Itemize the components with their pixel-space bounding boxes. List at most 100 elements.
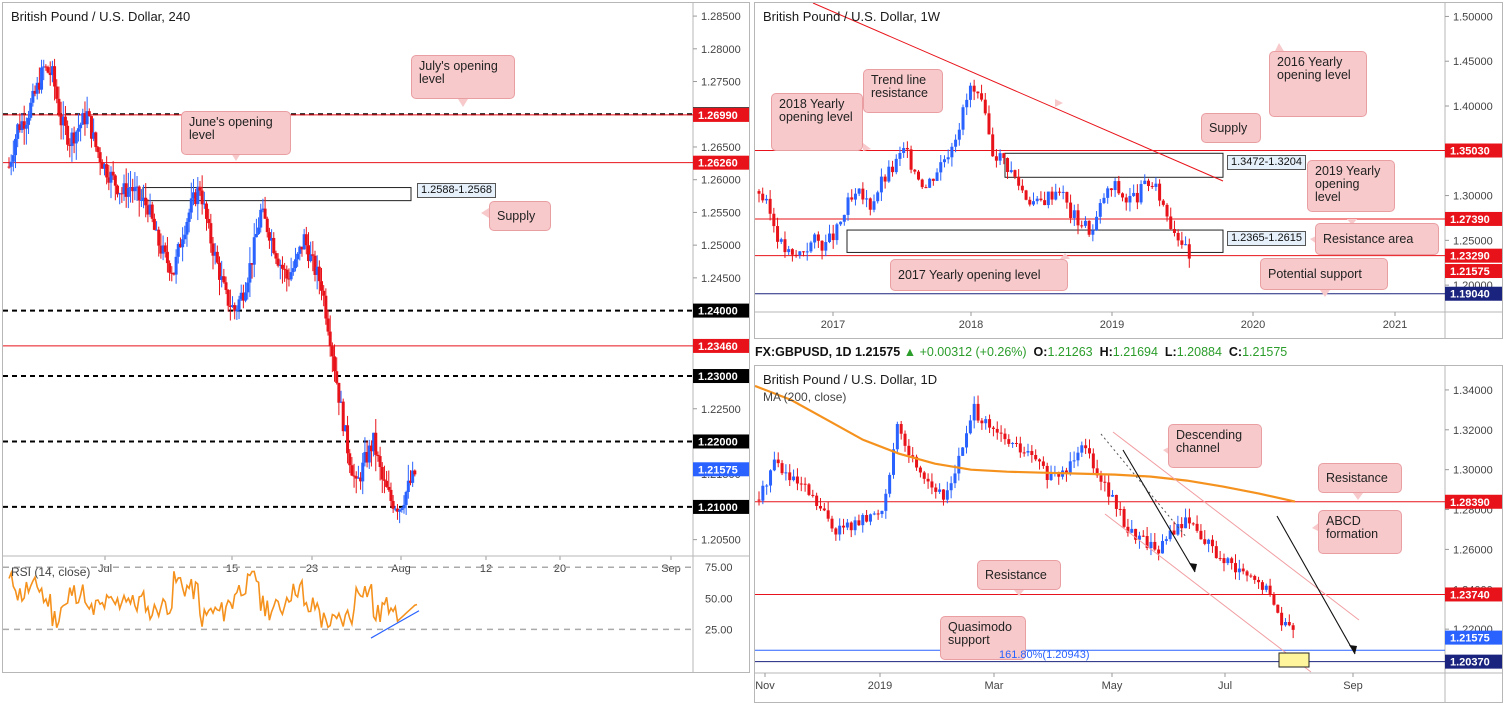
candle-body bbox=[76, 128, 80, 132]
open-value: 1.21263 bbox=[1047, 345, 1093, 359]
time-scale-label: 12 bbox=[480, 563, 492, 575]
candle-body bbox=[899, 424, 903, 434]
time-scale-label: 20 bbox=[554, 563, 566, 575]
candle-body bbox=[92, 132, 96, 139]
h4-supply-zone-label: 1.2588-1.2568 bbox=[417, 183, 496, 198]
candle-body bbox=[74, 131, 78, 144]
price-tag-bg bbox=[1445, 630, 1502, 645]
candle-body bbox=[1130, 528, 1134, 533]
candle-body bbox=[63, 116, 67, 126]
candle-body bbox=[1014, 442, 1018, 444]
price-tag-label: 1.27390 bbox=[1450, 214, 1490, 226]
candle-body bbox=[918, 467, 922, 473]
candle-body bbox=[376, 454, 380, 457]
candle-body bbox=[1145, 536, 1149, 549]
candle-body bbox=[204, 203, 208, 219]
candle-body bbox=[1043, 200, 1047, 206]
arrow-head-icon bbox=[1189, 563, 1197, 572]
y2019-annotation-pointer bbox=[1347, 219, 1357, 225]
candle-body bbox=[378, 456, 382, 467]
candle-body bbox=[1030, 451, 1034, 456]
candle-body bbox=[917, 171, 921, 180]
candle-body bbox=[757, 499, 761, 501]
candle-body bbox=[387, 486, 391, 490]
price-tag-label: 1.35030 bbox=[1450, 146, 1490, 158]
candle-body bbox=[772, 459, 776, 471]
candle-body bbox=[938, 489, 942, 492]
candle-body bbox=[1013, 170, 1017, 177]
candle-body bbox=[57, 98, 61, 115]
candle-body bbox=[189, 198, 193, 213]
candle-body bbox=[152, 218, 156, 230]
daily-chart-panel[interactable]: 1.340001.320001.300001.280001.260001.240… bbox=[754, 365, 1503, 703]
candle-body bbox=[994, 156, 998, 161]
candle-body bbox=[884, 493, 888, 511]
candle-body bbox=[1222, 558, 1226, 564]
candle-body bbox=[102, 164, 106, 169]
candle-body bbox=[174, 256, 178, 275]
candle-body bbox=[1276, 604, 1280, 613]
candle-body bbox=[1080, 445, 1084, 453]
candle-body bbox=[61, 116, 65, 126]
candle-body bbox=[218, 262, 222, 280]
candle-body bbox=[113, 175, 117, 186]
candle-body bbox=[984, 419, 988, 424]
candle-body bbox=[87, 111, 91, 117]
candle-body bbox=[244, 292, 248, 301]
candle-body bbox=[1180, 524, 1184, 529]
candle-body bbox=[235, 309, 239, 312]
candle-body bbox=[239, 292, 243, 300]
candle-body bbox=[70, 132, 74, 146]
h4-chart-canvas[interactable]: 1.285001.280001.275001.270001.265001.260… bbox=[3, 3, 750, 673]
arrow-head-icon bbox=[1349, 645, 1357, 654]
candle-body bbox=[949, 483, 953, 491]
candle-body bbox=[765, 485, 769, 487]
candle-body bbox=[868, 514, 872, 522]
candle-body bbox=[144, 197, 148, 206]
candle-body bbox=[1011, 442, 1015, 444]
candle-body bbox=[779, 239, 783, 242]
weekly-chart-panel[interactable]: 1.500001.450001.400001.350001.300001.250… bbox=[754, 2, 1503, 339]
candle-body bbox=[211, 243, 215, 256]
candle-body bbox=[783, 239, 787, 253]
price-scale-label: 1.34000 bbox=[1453, 385, 1493, 397]
candle-body bbox=[131, 187, 135, 192]
candle-body bbox=[807, 484, 811, 495]
y2017-annotation-pointer bbox=[1060, 253, 1070, 259]
candle-body bbox=[1083, 220, 1087, 226]
price-tag-bg bbox=[693, 303, 749, 318]
time-scale-label: Sep bbox=[1343, 680, 1363, 692]
time-scale-label: 2019 bbox=[1100, 319, 1124, 331]
candle-body bbox=[857, 188, 861, 194]
weekly-chart-canvas[interactable]: 1.500001.450001.400001.350001.300001.250… bbox=[755, 3, 1503, 339]
price-scale-label: 1.25000 bbox=[1453, 235, 1493, 247]
candle-body bbox=[839, 221, 843, 225]
candle-body bbox=[50, 66, 54, 76]
candle-body bbox=[265, 218, 269, 233]
candle-body bbox=[1031, 201, 1035, 205]
rsi-label: RSI (14, close) bbox=[11, 565, 91, 579]
candle-body bbox=[1161, 540, 1164, 554]
candle-body bbox=[950, 146, 954, 158]
candle-body bbox=[931, 178, 935, 181]
candle-body bbox=[79, 124, 83, 129]
candle-body bbox=[838, 525, 842, 535]
candle-body bbox=[1226, 558, 1230, 564]
candle-body bbox=[954, 139, 958, 147]
candle-body bbox=[935, 172, 939, 181]
candle-body bbox=[891, 166, 895, 173]
candle-body bbox=[761, 485, 765, 501]
candle-body bbox=[883, 176, 887, 182]
candle-body bbox=[835, 224, 839, 241]
time-scale-label: Aug bbox=[391, 563, 411, 575]
candle-body bbox=[1187, 244, 1191, 259]
candle-body bbox=[1187, 517, 1191, 524]
candle-body bbox=[165, 251, 169, 264]
price-tag-label: 1.22000 bbox=[698, 436, 738, 448]
time-scale-label: Jul bbox=[1218, 680, 1232, 692]
daily-chart-canvas[interactable]: 1.340001.320001.300001.280001.260001.240… bbox=[755, 366, 1503, 703]
candle-body bbox=[1137, 535, 1141, 540]
candle-body bbox=[995, 428, 999, 433]
candle-body bbox=[341, 401, 345, 432]
h4-chart-panel[interactable]: 1.285001.280001.275001.270001.265001.260… bbox=[2, 2, 750, 673]
